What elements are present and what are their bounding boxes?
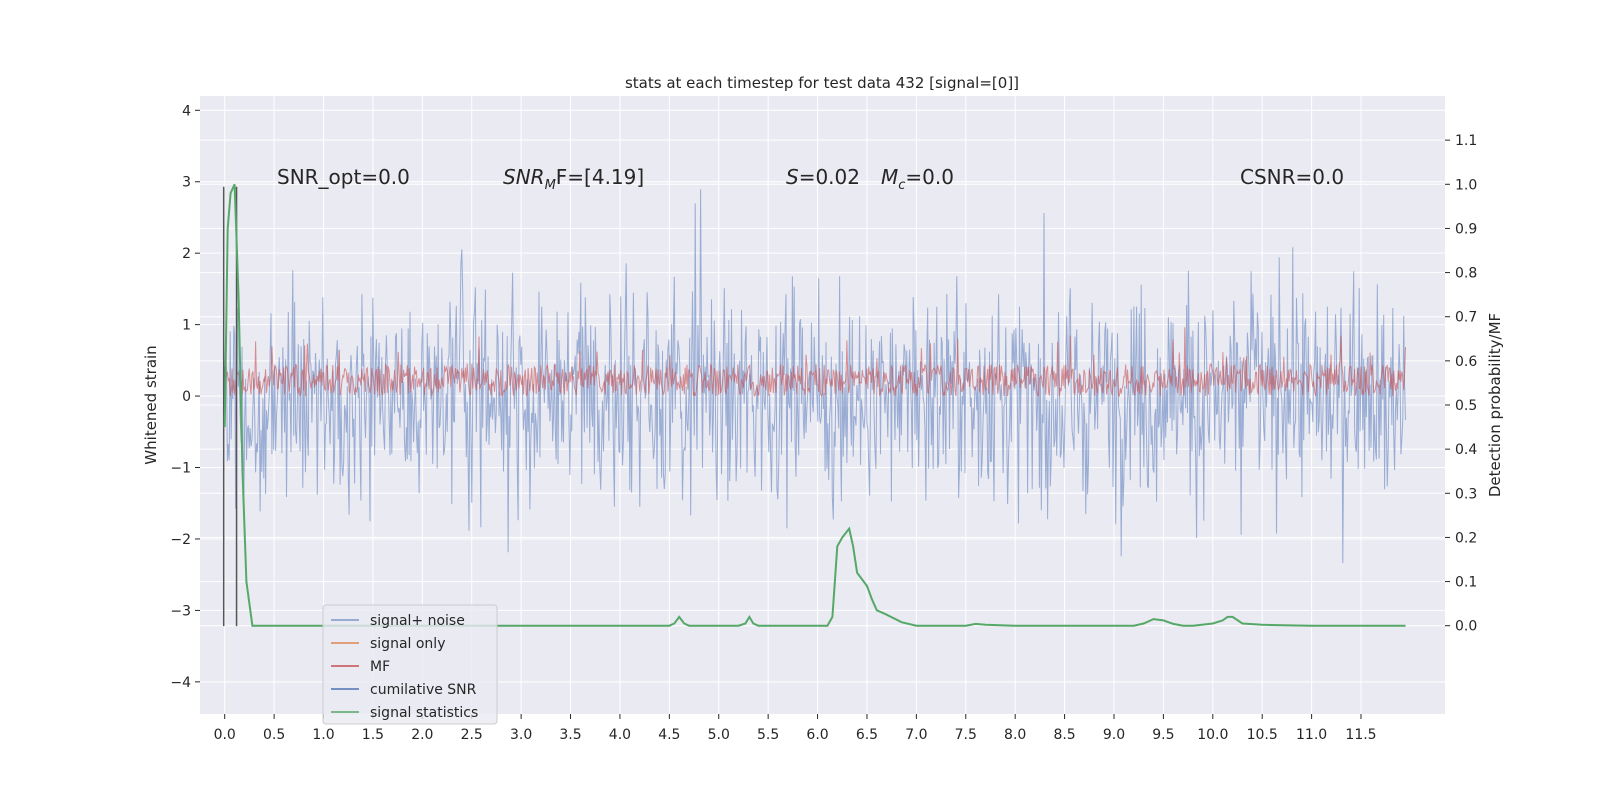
y-right-tick-label: 0.0 xyxy=(1455,619,1477,635)
x-tick-label: 1.5 xyxy=(362,727,384,743)
legend-label: cumilative SNR xyxy=(370,682,477,698)
y-right-tick-label: 0.1 xyxy=(1455,575,1477,591)
x-tick-label: 9.0 xyxy=(1103,727,1125,743)
annotation-s-stat: S=0.02 xyxy=(786,165,860,189)
snr-mf-subscript: M xyxy=(545,178,556,193)
legend-label: signal+ noise xyxy=(370,613,465,629)
x-tick-label: 11.5 xyxy=(1345,727,1376,743)
x-tick-label: 4.0 xyxy=(609,727,631,743)
y-right-tick-label: 0.3 xyxy=(1455,486,1477,502)
y-tick-label: −4 xyxy=(170,675,191,691)
legend-label: signal only xyxy=(370,636,445,652)
signal-noise-line xyxy=(224,189,1406,564)
signal-statistics-series xyxy=(223,183,1406,627)
x-tick-label: 6.0 xyxy=(806,727,828,743)
x-tick-label: 1.0 xyxy=(312,727,334,743)
y-tick-label: 0 xyxy=(182,389,191,405)
x-tick-label: 0.0 xyxy=(214,727,236,743)
legend: signal+ noise signal only MF cumilative SNR… xyxy=(322,604,498,725)
y-right-axis-label: Detection probability/MF xyxy=(1486,313,1504,497)
x-tick-label: 10.0 xyxy=(1197,727,1228,743)
legend-items: signal+ noise signal only MF cumilative SNR… xyxy=(331,613,478,721)
x-tick-label: 5.0 xyxy=(708,727,730,743)
x-tick-label: 7.0 xyxy=(905,727,927,743)
legend-label: MF xyxy=(370,659,390,675)
y-right-tick-label: 1.1 xyxy=(1455,133,1477,149)
y-tick-label: −2 xyxy=(170,532,191,548)
y-right-tick-label: 0.4 xyxy=(1455,442,1477,458)
y-right-axis-ticks: 1.1 1.0 0.9 0.8 0.7 0.6 0.5 0.4 0.3 0.2 0.1 0.0 xyxy=(1445,133,1477,635)
x-tick-label: 2.0 xyxy=(411,727,433,743)
mc-subscript: c xyxy=(898,178,905,193)
y-axis-ticks: 4 3 2 1 0 −1 −2 −3 −4 xyxy=(170,103,200,691)
x-tick-label: 3.5 xyxy=(559,727,581,743)
y-tick-label: 2 xyxy=(182,246,191,262)
y-right-tick-label: 0.8 xyxy=(1455,266,1477,282)
mf-series xyxy=(224,327,1406,398)
y-right-tick-label: 1.0 xyxy=(1455,177,1477,193)
x-tick-label: 4.5 xyxy=(658,727,680,743)
x-axis-ticks: 0.0 0.5 1.0 1.5 2.0 2.5 3.0 3.5 4.0 4.5 5.0 5.5 6.0 6… xyxy=(214,714,1377,743)
mc-label: M xyxy=(881,165,898,189)
snr-mf-label: SNR xyxy=(503,165,545,189)
legend-box xyxy=(322,604,498,725)
x-tick-label: 10.5 xyxy=(1247,727,1278,743)
y-tick-label: 4 xyxy=(182,103,191,119)
y-tick-label: −1 xyxy=(170,461,191,477)
y-axis-label: Whitened strain xyxy=(142,345,160,464)
x-tick-label: 7.5 xyxy=(955,727,977,743)
annotation-snr-opt: SNR_opt=0.0 xyxy=(277,165,410,189)
y-right-tick-label: 0.5 xyxy=(1455,398,1477,414)
y-right-tick-label: 0.6 xyxy=(1455,354,1477,370)
x-tick-label: 6.5 xyxy=(856,727,878,743)
y-right-tick-label: 0.9 xyxy=(1455,221,1477,237)
mc-value: =0.0 xyxy=(905,165,954,189)
x-tick-label: 5.5 xyxy=(757,727,779,743)
x-tick-label: 0.5 xyxy=(263,727,285,743)
x-tick-label: 8.5 xyxy=(1053,727,1075,743)
x-tick-label: 8.0 xyxy=(1004,727,1026,743)
y-tick-label: −3 xyxy=(170,603,191,619)
annotation-snr-mf: SNRMF=[4.19] xyxy=(503,165,644,193)
mf-line xyxy=(224,327,1406,398)
s-stat-label: S xyxy=(786,165,799,189)
x-tick-label: 2.5 xyxy=(461,727,483,743)
y-tick-label: 1 xyxy=(182,318,191,334)
chart-title: stats at each timestep for test data 432… xyxy=(625,74,1019,92)
y-tick-label: 3 xyxy=(182,175,191,191)
annotation-mc: Mc=0.0 xyxy=(881,165,954,193)
signal-noise-series xyxy=(224,189,1406,564)
y-right-tick-label: 0.2 xyxy=(1455,530,1477,546)
s-stat-value: =0.02 xyxy=(799,165,860,189)
legend-label: signal statistics xyxy=(370,705,478,721)
y-right-tick-label: 0.7 xyxy=(1455,310,1477,326)
x-tick-label: 9.5 xyxy=(1152,727,1174,743)
x-tick-label: 11.0 xyxy=(1296,727,1327,743)
signal-statistics-line xyxy=(223,183,1406,627)
snr-mf-value: F=[4.19] xyxy=(556,165,644,189)
annotation-csnr: CSNR=0.0 xyxy=(1240,165,1344,189)
x-tick-label: 3.0 xyxy=(510,727,532,743)
